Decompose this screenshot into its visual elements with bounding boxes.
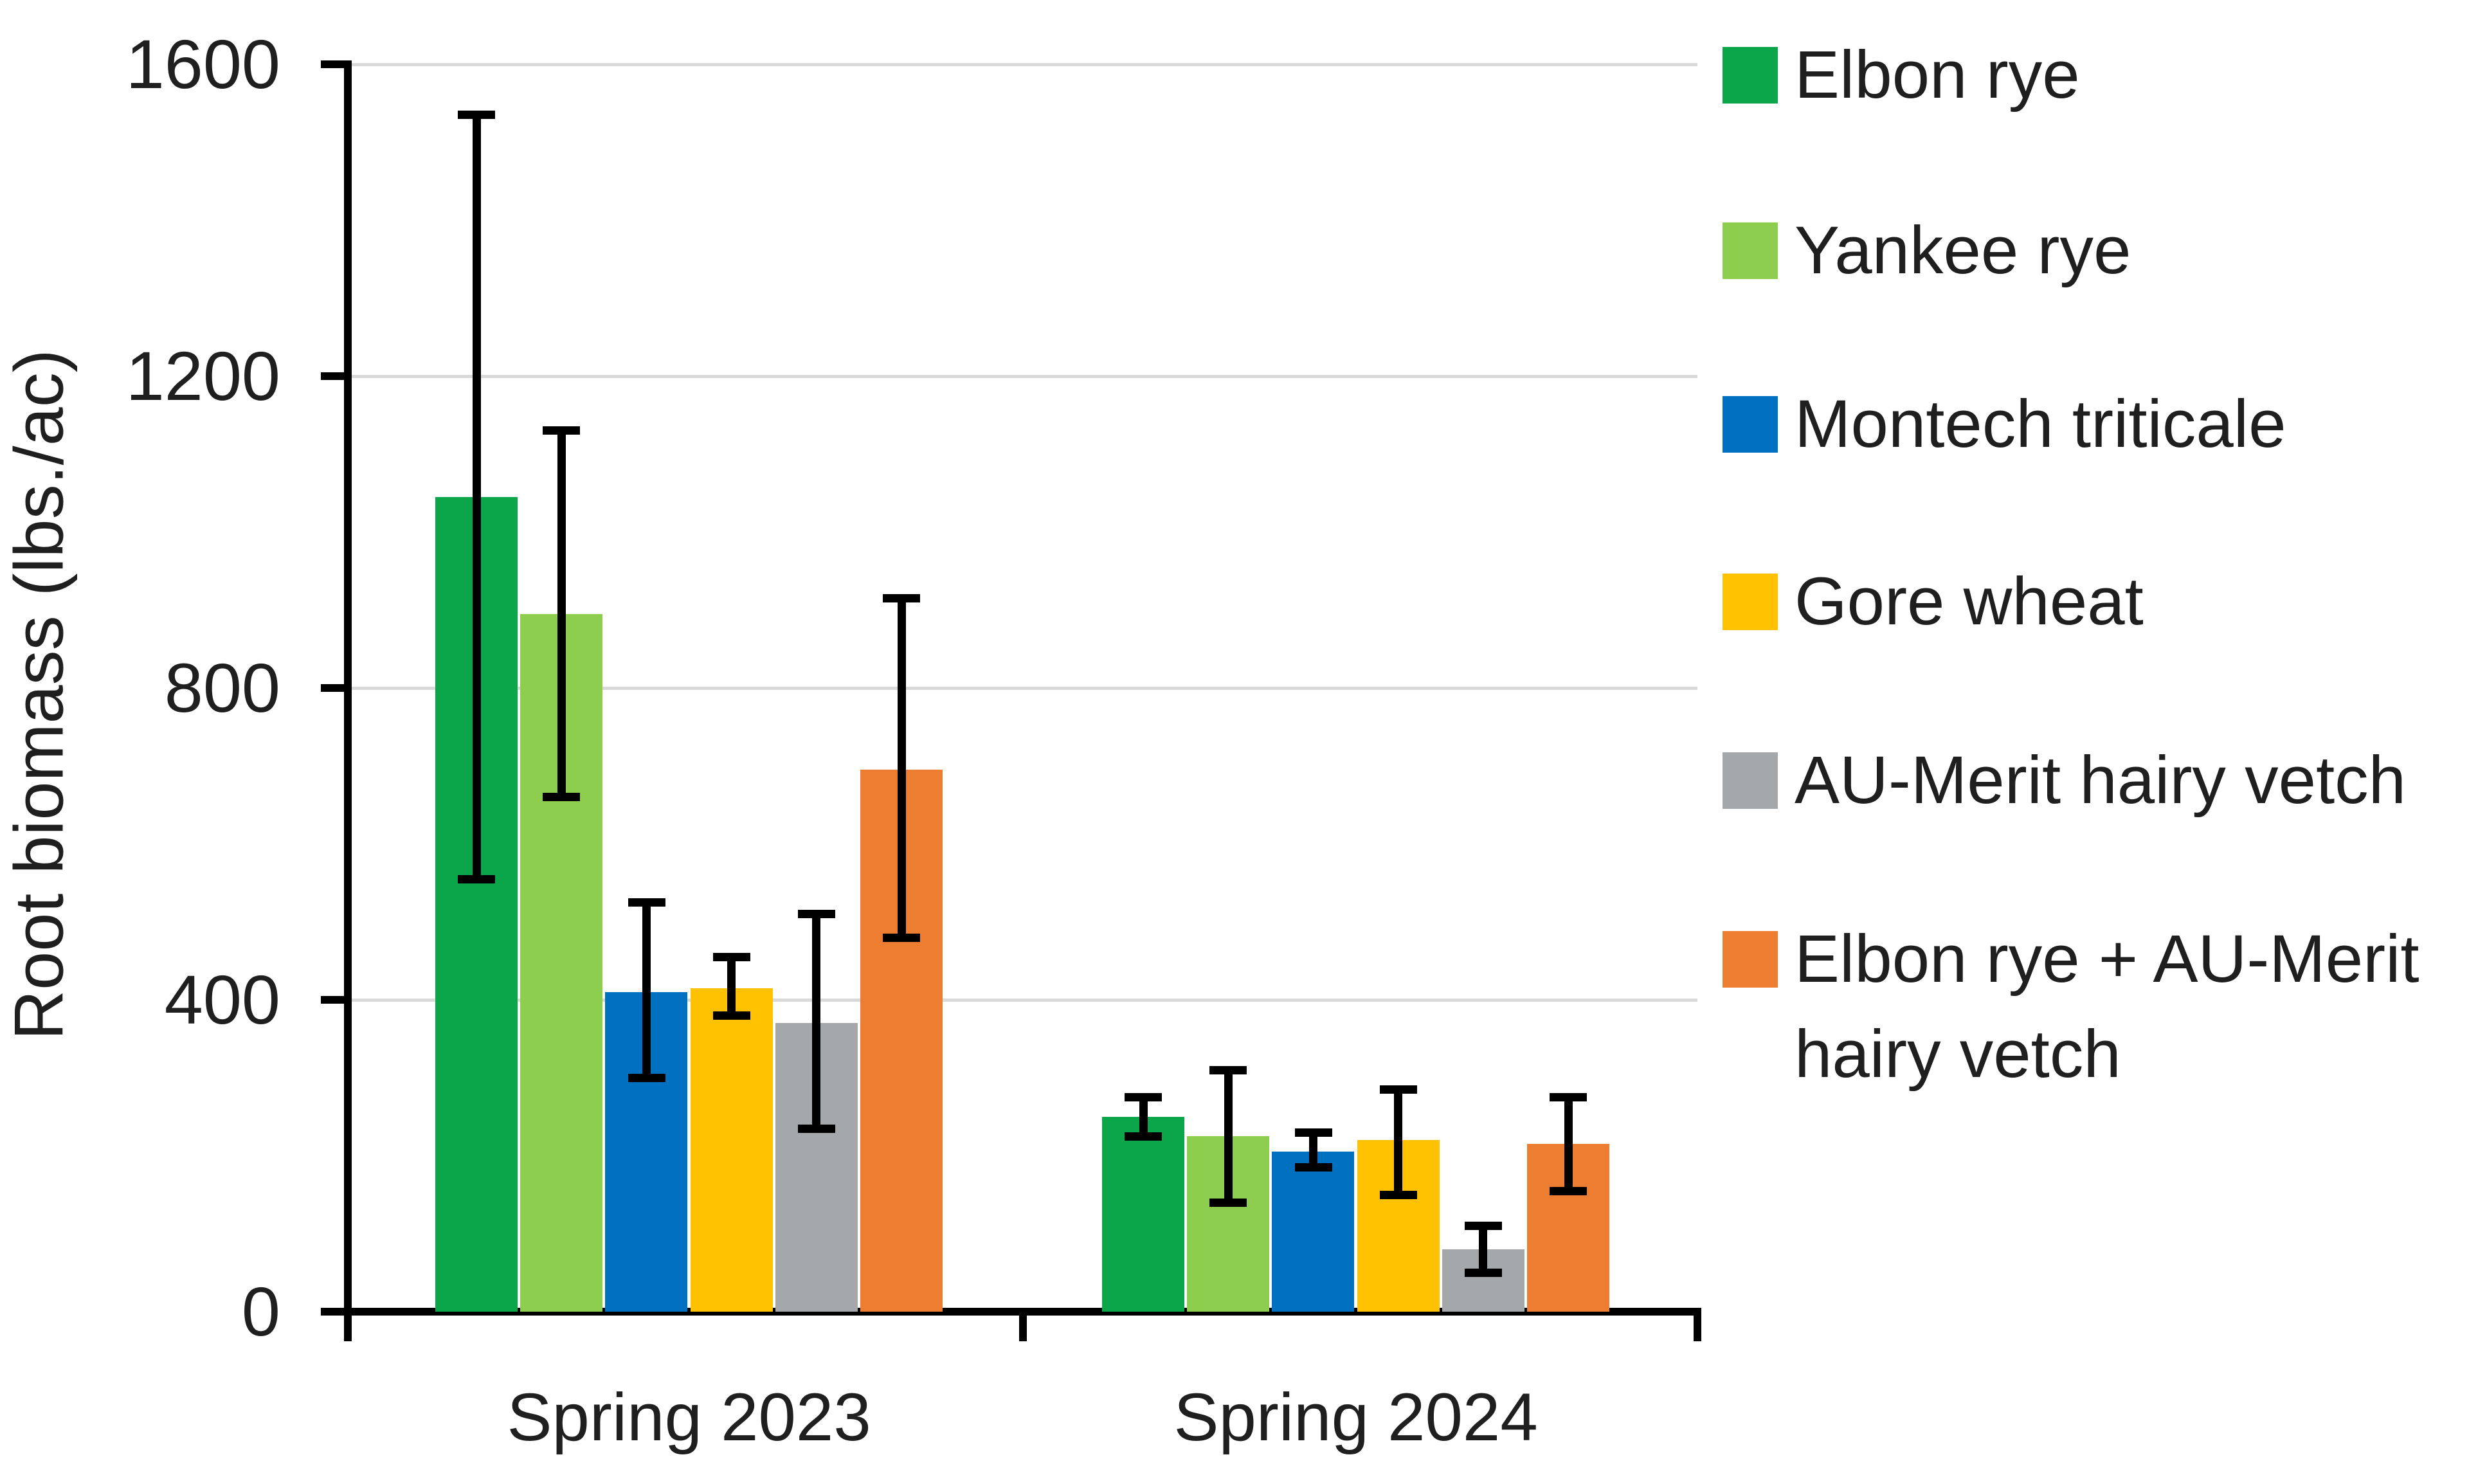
error-bar-au-merit-hairy-vetch-spring-2024-cap-top	[1464, 1222, 1502, 1231]
error-bar-yankee-rye-spring-2023-cap-bottom	[543, 793, 581, 802]
legend-item-montech-triticale: Montech triticale	[1723, 377, 2457, 472]
error-bar-elbon-rye-au-merit-hairy-vetch-spring-2024-cap-bottom	[1550, 1186, 1587, 1195]
gridline-400	[348, 998, 1697, 1002]
x-axis-label-spring-2023: Spring 2023	[507, 1380, 871, 1455]
y-axis-line	[344, 60, 352, 1316]
legend-label-elbon-rye: Elbon rye	[1795, 37, 2080, 113]
gridline-1600	[348, 62, 1697, 66]
legend-swatch-elbon-rye-au-merit-hairy-vetch	[1723, 931, 1778, 988]
error-bar-au-merit-hairy-vetch-spring-2024-line	[1479, 1226, 1488, 1273]
error-bar-yankee-rye-spring-2023-line	[557, 430, 566, 797]
error-bar-elbon-rye-au-merit-hairy-vetch-spring-2023-cap-bottom	[883, 933, 921, 942]
legend-label-elbon-rye-au-merit-hairy-vetch: Elbon rye + AU-Merit hairy vetch	[1795, 921, 2419, 1092]
error-bar-yankee-rye-spring-2024-line	[1224, 1070, 1233, 1203]
x-axis-label-spring-2024: Spring 2024	[1173, 1380, 1538, 1455]
y-tick-label-1200: 1200	[125, 337, 280, 415]
error-bar-montech-triticale-spring-2023-cap-top	[628, 898, 665, 907]
legend-swatch-montech-triticale	[1723, 396, 1778, 453]
bar-gore-wheat-spring-2023	[690, 988, 773, 1312]
legend-item-yankee-rye: Yankee rye	[1723, 203, 2457, 298]
error-bar-montech-triticale-spring-2023-cap-bottom	[628, 1073, 665, 1082]
error-bar-elbon-rye-spring-2023-line	[472, 114, 481, 880]
error-bar-au-merit-hairy-vetch-spring-2024-cap-bottom	[1464, 1268, 1502, 1277]
error-bar-gore-wheat-spring-2023-line	[727, 957, 736, 1016]
error-bar-montech-triticale-spring-2023-line	[642, 902, 651, 1078]
error-bar-elbon-rye-spring-2024-cap-top	[1125, 1093, 1162, 1102]
x-axis-tick-0	[344, 1312, 352, 1341]
error-bar-montech-triticale-spring-2024-cap-top	[1294, 1128, 1332, 1137]
legend-swatch-gore-wheat	[1723, 574, 1778, 630]
y-tick-label-1600: 1600	[125, 25, 280, 103]
error-bar-yankee-rye-spring-2024-cap-top	[1209, 1065, 1247, 1074]
legend-swatch-elbon-rye	[1723, 47, 1778, 104]
error-bar-gore-wheat-spring-2023-cap-bottom	[712, 1011, 750, 1020]
error-bar-yankee-rye-spring-2023-cap-top	[543, 426, 581, 435]
y-axis-tick-1200	[321, 372, 344, 380]
error-bar-gore-wheat-spring-2024-cap-bottom	[1379, 1190, 1417, 1199]
y-tick-label-0: 0	[241, 1272, 280, 1350]
legend-swatch-yankee-rye	[1723, 222, 1778, 279]
gridline-1200	[348, 374, 1697, 378]
error-bar-elbon-rye-au-merit-hairy-vetch-spring-2024-cap-top	[1550, 1093, 1587, 1102]
error-bar-gore-wheat-spring-2024-cap-top	[1379, 1085, 1417, 1094]
error-bar-yankee-rye-spring-2024-cap-bottom	[1209, 1198, 1247, 1207]
error-bar-elbon-rye-spring-2023-cap-bottom	[458, 874, 496, 883]
error-bar-elbon-rye-spring-2024-line	[1139, 1097, 1148, 1137]
y-tick-label-400: 400	[164, 961, 280, 1038]
error-bar-elbon-rye-spring-2024-cap-bottom	[1125, 1132, 1162, 1141]
bar-montech-triticale-spring-2024	[1272, 1152, 1355, 1312]
x-axis-tick-1	[1018, 1312, 1027, 1341]
error-bar-elbon-rye-au-merit-hairy-vetch-spring-2024-line	[1564, 1097, 1573, 1191]
x-axis-tick-2	[1694, 1312, 1701, 1341]
y-axis-tick-1600	[321, 60, 344, 68]
legend-label-montech-triticale: Montech triticale	[1795, 386, 2286, 462]
error-bar-elbon-rye-spring-2023-cap-top	[458, 111, 496, 120]
legend-item-gore-wheat: Gore wheat	[1723, 554, 2457, 649]
error-bar-elbon-rye-au-merit-hairy-vetch-spring-2023-line	[897, 598, 906, 937]
bar-elbon-rye-spring-2024	[1102, 1116, 1184, 1312]
error-bar-elbon-rye-au-merit-hairy-vetch-spring-2023-cap-top	[883, 594, 921, 603]
legend-label-au-merit-hairy-vetch: AU-Merit hairy vetch	[1795, 743, 2407, 818]
error-bar-au-merit-hairy-vetch-spring-2023-line	[812, 914, 821, 1129]
error-bar-montech-triticale-spring-2024-cap-bottom	[1294, 1163, 1332, 1172]
y-axis-tick-800	[321, 684, 344, 692]
error-bar-gore-wheat-spring-2024-line	[1394, 1089, 1403, 1195]
error-bar-au-merit-hairy-vetch-spring-2023-cap-bottom	[797, 1124, 835, 1133]
legend-swatch-au-merit-hairy-vetch	[1723, 752, 1778, 809]
y-axis-tick-400	[321, 996, 344, 1004]
legend-label-yankee-rye: Yankee rye	[1795, 213, 2131, 288]
y-axis-tick-0	[321, 1308, 344, 1316]
error-bar-montech-triticale-spring-2024-line	[1309, 1132, 1317, 1168]
error-bar-gore-wheat-spring-2023-cap-top	[712, 952, 750, 961]
legend-item-elbon-rye: Elbon rye	[1723, 28, 2457, 123]
y-tick-label-800: 800	[164, 649, 280, 727]
legend-item-au-merit-hairy-vetch: AU-Merit hairy vetch	[1723, 733, 2457, 828]
gridline-800	[348, 686, 1697, 690]
legend-item-elbon-rye-au-merit-hairy-vetch: Elbon rye + AU-Merit hairy vetch	[1723, 912, 2457, 1102]
legend-label-gore-wheat: Gore wheat	[1795, 564, 2144, 639]
error-bar-au-merit-hairy-vetch-spring-2023-cap-top	[797, 910, 835, 919]
